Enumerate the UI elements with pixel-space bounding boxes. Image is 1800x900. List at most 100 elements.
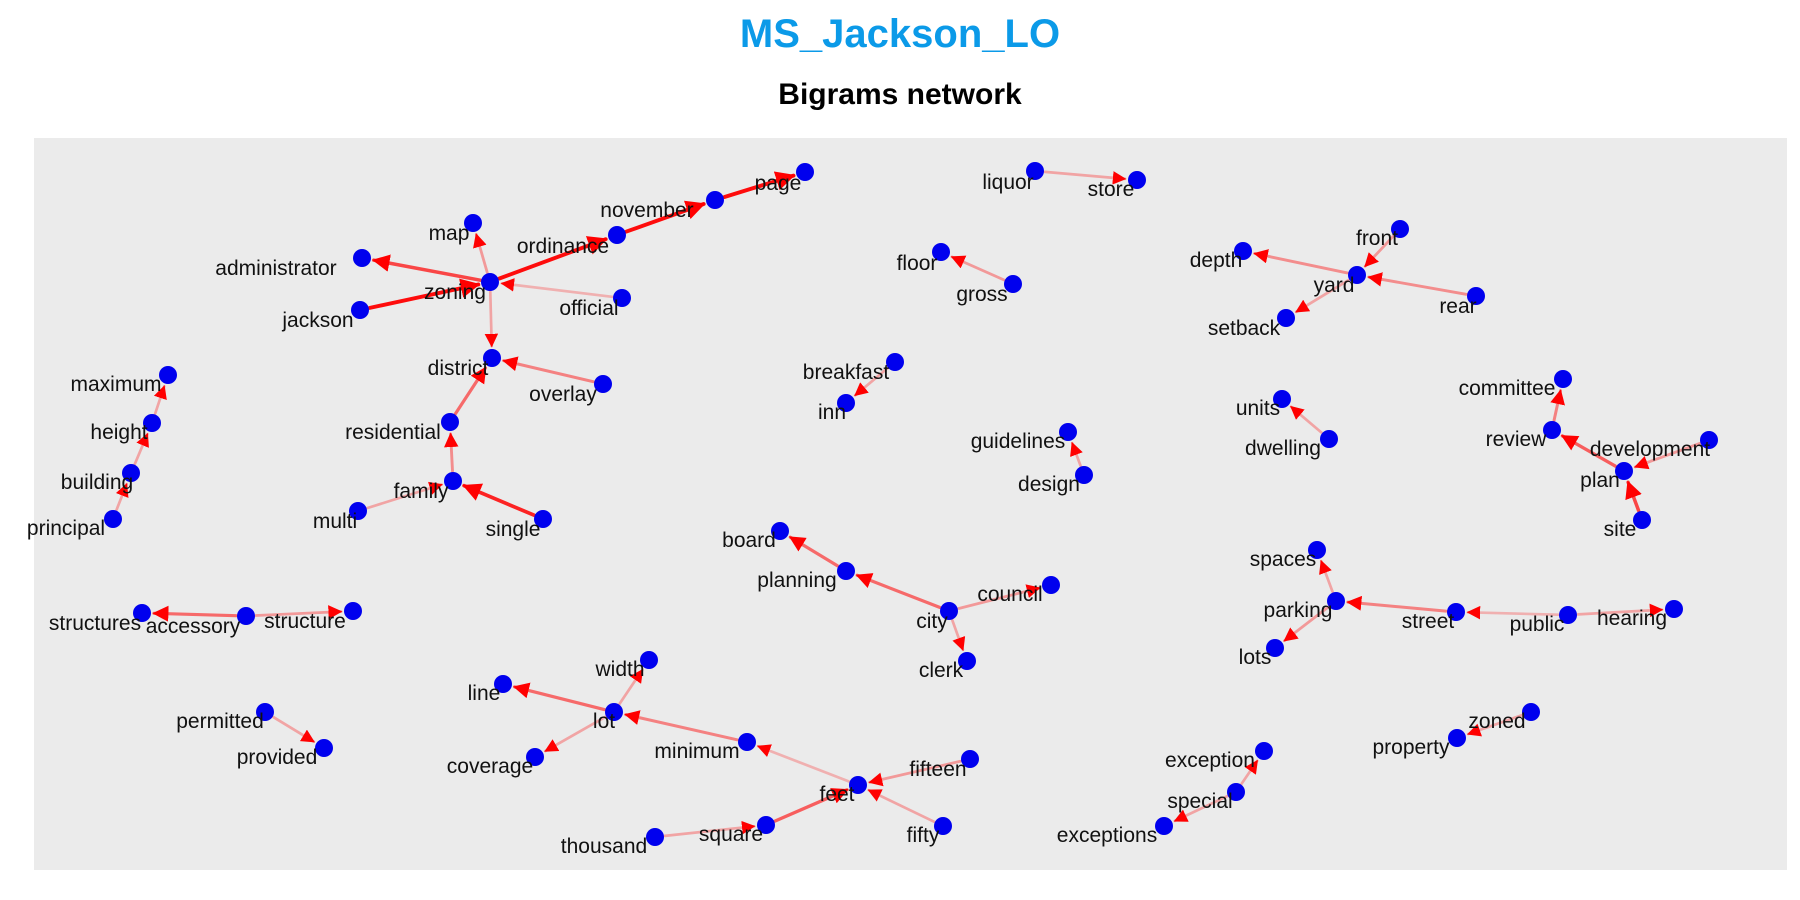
edge-building-height [133,432,149,466]
edge-public-street [1466,605,1560,620]
node-label-maximum: maximum [70,373,161,396]
node-label-guidelines: guidelines [971,430,1066,453]
edge-jackson-zoning [367,278,481,310]
node-label-provided: provided [237,746,318,769]
edge-parking-spaces [1319,559,1334,593]
node-rear [1467,287,1485,305]
node-structure [344,602,362,620]
edge-development-plan [1633,441,1701,470]
node-label-zoning: zoning [424,281,486,304]
node-zoning [481,273,499,291]
edge-rear-yard [1367,272,1468,296]
edge-overlay-district [502,356,595,384]
node-gross [1004,275,1022,293]
node-store [1128,171,1146,189]
node-label-committee: committee [1459,377,1556,400]
node-label-november: november [600,199,693,222]
node-label-map: map [429,222,470,245]
node-fifteen [961,750,979,768]
node-label-store: store [1088,178,1135,201]
edge-principal-building [115,482,129,512]
node-label-depth: depth [1190,249,1243,272]
node-label-public: public [1510,613,1565,636]
node-fifty [934,817,952,835]
node-map [464,214,482,232]
edge-thousand-square [663,820,756,838]
edge-zoning-administrator [372,254,482,282]
node-label-hearing: hearing [1597,607,1667,630]
node-label-units: units [1236,397,1280,420]
node-label-square: square [699,823,763,846]
node-committee [1554,370,1572,388]
node-design [1075,466,1093,484]
node-floor [932,243,950,261]
edge-street-parking [1346,595,1448,613]
edge-dwelling-units [1289,405,1323,434]
node-development [1700,431,1718,449]
edge-public-hearing [1576,603,1664,618]
node-label-exception: exception [1165,749,1255,772]
chart-title: MS_Jackson_LO [739,12,1061,56]
node-label-family: family [394,480,449,503]
node-label-gross: gross [956,283,1007,306]
edge-fifteen-feet [868,759,962,787]
edge-ordinance-november [624,200,706,234]
node-property [1448,729,1466,747]
node-zoned [1522,703,1540,721]
edge-november-page [722,171,796,199]
edge-yard-depth [1253,249,1349,275]
node-liquor [1026,162,1044,180]
edge-review-committee [1550,389,1565,422]
edge-multi-family [366,481,443,510]
node-label-lot: lot [593,710,615,733]
node-planning [837,562,855,580]
node-depth [1234,242,1252,260]
node-label-council: council [977,583,1042,606]
node-label-minimum: minimum [654,740,739,763]
edge-special-exceptions [1173,794,1229,823]
node-labels: page november ordinance map administrator zon… [27,171,1710,858]
edge-zoned-property [1466,713,1523,737]
edge-city-clerk [951,619,966,652]
node-ordinance [608,226,626,244]
node-jackson [351,301,369,319]
node-multi [349,502,367,520]
node-label-inn: inn [818,401,846,424]
node-label-single: single [486,518,541,541]
node-lots [1266,639,1284,657]
node-label-permitted: permitted [176,710,264,733]
node-label-page: page [755,172,802,195]
chart-subtitle: Bigrams network [778,78,1022,111]
node-label-lots: lots [1239,646,1272,669]
node-label-setback: setback [1208,317,1281,340]
edges [115,170,1701,838]
node-label-breakfast: breakfast [803,361,890,384]
node-label-district: district [428,357,489,380]
node-lot [605,703,623,721]
node-review [1543,421,1561,439]
node-label-street: street [1402,610,1455,633]
edge-site-plan [1625,480,1642,513]
node-plan [1615,462,1633,480]
node-official [613,289,631,307]
node-accessory [237,607,255,625]
node-label-structure: structure [264,610,346,633]
node-label-rear: rear [1439,295,1476,318]
edge-gross-floor [950,255,1006,282]
edge-single-family [462,483,536,517]
node-board [771,522,789,540]
edge-minimum-lot [624,710,739,742]
node-district [483,349,501,367]
node-special [1227,783,1245,801]
edge-lot-coverage [544,715,607,753]
node-thousand [646,828,664,846]
node-site [1633,511,1651,529]
node-label-floor: floor [897,252,938,275]
edge-residential-district [453,366,487,416]
edge-breakfast-inn [853,367,889,397]
node-feet [849,776,867,794]
node-overlay [594,375,612,393]
node-city [940,602,958,620]
node-label-dwelling: dwelling [1245,437,1321,460]
